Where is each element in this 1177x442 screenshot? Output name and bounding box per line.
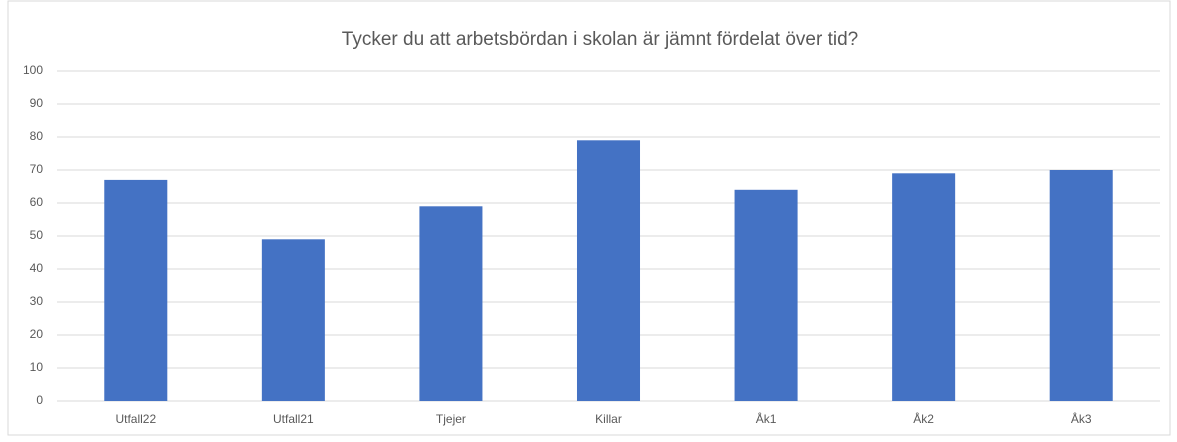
- y-tick-label: 50: [30, 228, 44, 242]
- x-tick-label: Åk1: [756, 411, 777, 426]
- x-tick-label: Utfall22: [115, 412, 156, 426]
- x-tick-label: Åk3: [1071, 411, 1092, 426]
- bar: [419, 206, 483, 401]
- y-tick-label: 0: [36, 393, 43, 407]
- y-tick-label: 40: [30, 261, 44, 275]
- bar: [892, 173, 956, 401]
- x-tick-label: Åk2: [913, 411, 934, 426]
- x-tick-label: Utfall21: [273, 412, 314, 426]
- x-tick-label: Killar: [595, 412, 622, 426]
- y-tick-label: 100: [23, 63, 43, 77]
- y-tick-label: 70: [30, 162, 44, 176]
- bar: [104, 179, 168, 401]
- y-tick-label: 60: [30, 195, 44, 209]
- bar: [734, 189, 798, 401]
- bar: [261, 239, 325, 401]
- y-tick-label: 90: [30, 96, 44, 110]
- bar: [576, 140, 641, 402]
- y-tick-label: 20: [30, 327, 44, 341]
- y-tick-label: 30: [30, 294, 44, 308]
- chart-title: Tycker du att arbetsbördan i skolan är j…: [342, 29, 858, 50]
- bar: [1049, 170, 1113, 401]
- y-tick-label: 10: [30, 360, 44, 374]
- y-tick-label: 80: [30, 129, 44, 143]
- x-tick-label: Tjejer: [436, 412, 466, 426]
